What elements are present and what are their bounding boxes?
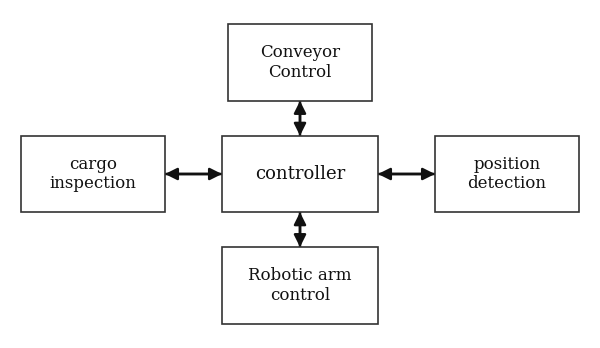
Text: controller: controller (255, 165, 345, 183)
Bar (222, 247, 378, 324)
Text: cargo
inspection: cargo inspection (50, 156, 136, 192)
Bar (222, 136, 378, 212)
Text: Robotic arm
control: Robotic arm control (248, 267, 352, 304)
Bar (21, 136, 165, 212)
Bar (435, 136, 579, 212)
Text: Conveyor
Control: Conveyor Control (260, 44, 340, 81)
Text: position
detection: position detection (467, 156, 547, 192)
Bar (228, 24, 372, 101)
